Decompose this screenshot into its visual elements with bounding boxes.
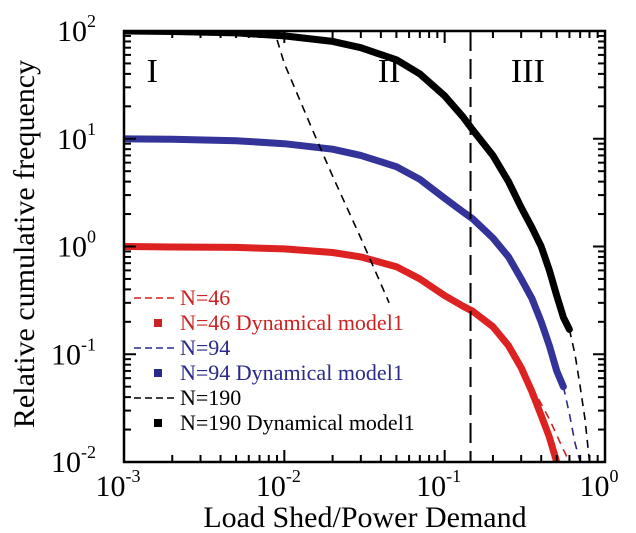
y-tick-label: 102 [57,11,96,48]
legend-label: N=94 Dynamical model1 [180,360,404,385]
x-tick-exponent: -2 [286,466,301,486]
series-line-n-190-dynamical-model1 [124,31,573,333]
y-tick-label: 100 [57,227,96,264]
region-label-iii: III [511,53,545,90]
region-label-i: I [147,53,158,90]
x-tick-label: 100 [580,466,619,503]
x-tick-exponent: -1 [446,466,461,486]
x-tick-label: 10-1 [416,466,461,503]
x-axis-title: Load Shed/Power Demand [203,501,526,533]
series-line-n-46 [531,386,571,462]
legend-label: N=46 Dynamical model1 [180,310,404,335]
plot-content [124,31,591,462]
legend-label: N=46 [180,285,230,310]
legend-item: N=190 [134,385,241,410]
legend-swatch-square [154,369,162,377]
region-layer: I II III [147,31,545,462]
x-tick-label: 10-2 [256,466,301,503]
legend-label: N=94 [180,335,230,360]
legend-swatch-square [154,419,162,427]
legend-item: N=190 Dynamical model1 [154,410,415,435]
legend-item: N=94 [134,335,230,360]
y-tick-exponent: -2 [81,442,96,462]
y-tick-label: 10-1 [51,334,96,371]
region-label-ii: II [378,53,401,90]
legend-item: N=94 Dynamical model1 [154,360,404,385]
y-tick-exponent: 1 [87,119,96,139]
series-line-n-190-tail [568,329,591,462]
y-axis-title: Relative cumulative frequency [8,60,41,428]
x-tick-exponent: 0 [610,466,619,486]
legend-label: N=190 Dynamical model1 [180,410,415,435]
legend-swatch-square [154,319,162,327]
series-line-n-94-dynamical-model1 [124,135,567,391]
x-tick-exponent: -3 [126,466,141,486]
x-tick-label: 10-3 [96,466,141,503]
series-line-n-94 [562,386,581,462]
legend-label: N=190 [180,385,241,410]
y-tick-exponent: 2 [87,11,96,31]
series-line-n-46-dynamical-model1 [124,243,561,462]
y-tick-exponent: -1 [81,334,96,354]
series-line-n-190 [273,31,390,304]
legend-item: N=46 Dynamical model1 [154,310,404,335]
legend-item: N=46 [134,285,230,310]
y-tick-label: 10-2 [51,442,96,479]
y-tick-exponent: 0 [87,227,96,247]
y-tick-label: 101 [57,119,96,156]
